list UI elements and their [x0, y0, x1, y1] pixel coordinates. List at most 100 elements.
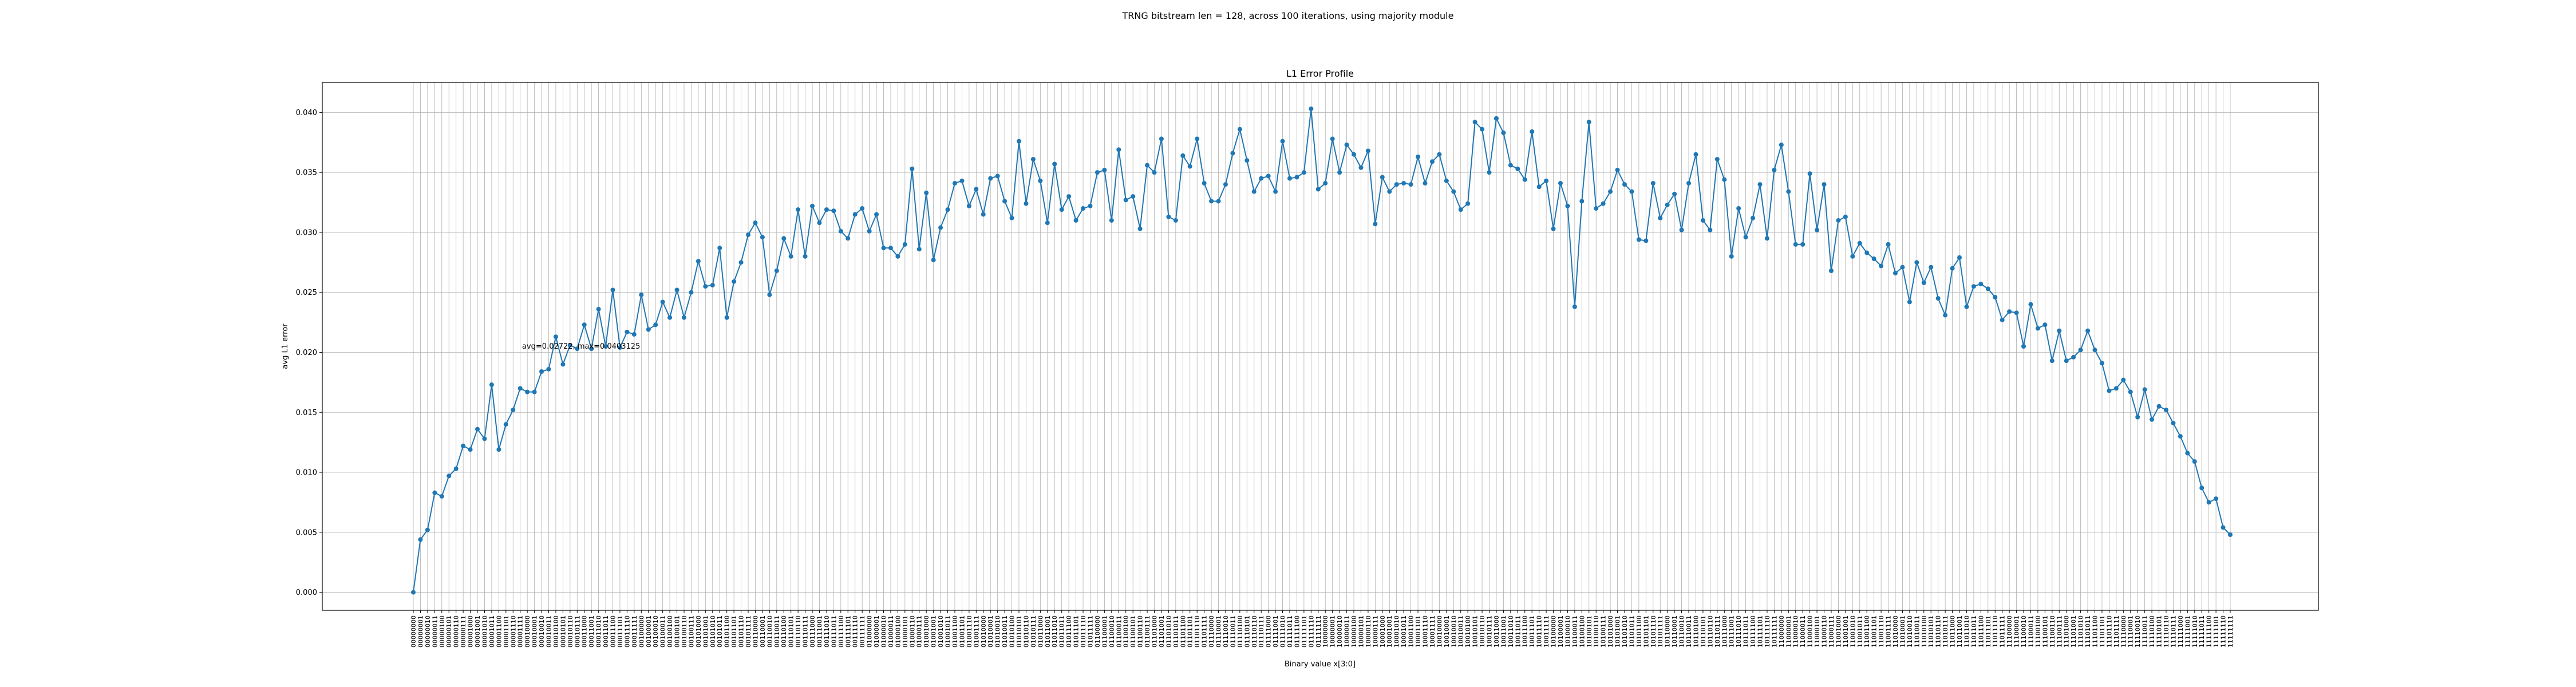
data-point: [1579, 199, 1585, 204]
data-point: [2178, 434, 2183, 439]
stats-annotation: avg=0.02722, max=0.0403125: [522, 342, 640, 351]
data-point: [710, 283, 715, 288]
data-point: [2028, 302, 2033, 307]
data-point: [411, 590, 416, 595]
data-point: [2135, 414, 2140, 420]
x-tick-label: 11110110: [2163, 615, 2170, 647]
data-point: [1152, 170, 1157, 175]
x-tick-label: 11010010: [1906, 615, 1914, 647]
data-point: [1102, 167, 1107, 172]
x-tick-label: 10101101: [1642, 615, 1650, 647]
x-tick-label: 11000000: [1778, 615, 1785, 647]
x-tick-label: 11011101: [1985, 615, 1992, 647]
data-point: [781, 236, 787, 241]
x-tick-label: 01110110: [1251, 615, 1258, 647]
data-point: [1622, 182, 1627, 187]
x-tick-label: 00100001: [645, 615, 653, 647]
series-l1-error: [411, 106, 2233, 595]
data-point: [2078, 348, 2083, 353]
x-tick-label: 00111101: [844, 615, 852, 647]
data-point: [2042, 322, 2048, 327]
data-point: [432, 490, 437, 495]
data-point: [1629, 189, 1634, 194]
data-point: [1828, 268, 1834, 273]
x-tick-label: 11010111: [1942, 615, 1949, 647]
data-point: [1650, 181, 1656, 186]
data-point: [1950, 266, 1955, 271]
data-point: [1615, 167, 1620, 172]
x-tick-label: 00010011: [545, 615, 552, 647]
series-line: [413, 108, 2231, 593]
x-tick-label: 01110000: [1208, 615, 1215, 647]
data-point: [1187, 164, 1192, 169]
data-point: [553, 334, 558, 339]
data-point: [1836, 218, 1841, 223]
x-tick-label: 10010111: [1486, 615, 1494, 647]
x-tick-label: 10111111: [1771, 615, 1778, 647]
x-tick-label: 00010110: [567, 615, 574, 647]
data-point: [1451, 189, 1456, 194]
data-point: [1779, 142, 1784, 147]
data-point: [689, 290, 694, 295]
data-point: [924, 190, 929, 195]
data-point: [1444, 178, 1449, 183]
data-point: [2021, 344, 2026, 349]
data-point: [589, 346, 594, 352]
data-point: [1081, 206, 1086, 211]
x-tick-label: 01001000: [923, 615, 930, 647]
data-point: [1373, 222, 1378, 227]
x-tick-label: 01101111: [1201, 615, 1208, 647]
x-tick-label: 01111011: [1286, 615, 1294, 647]
x-tick-label: 00101001: [702, 615, 709, 647]
x-tick-label: 00110011: [773, 615, 781, 647]
x-tick-label: 11001010: [1849, 615, 1856, 647]
data-point: [1530, 129, 1535, 134]
x-tick-label: 10101000: [1607, 615, 1614, 647]
x-tick-label: 10010010: [1450, 615, 1457, 647]
x-tick-label: 01010001: [987, 615, 994, 647]
data-point: [2214, 496, 2219, 502]
data-point: [1266, 173, 1271, 179]
x-tick-label: 11010110: [1935, 615, 1942, 647]
x-tick-label: 01010101: [1016, 615, 1023, 647]
x-tick-label: 00100010: [652, 615, 659, 647]
x-tick-label: 01110100: [1236, 615, 1244, 647]
data-point: [1943, 313, 1948, 318]
data-point: [1608, 189, 1613, 194]
data-point: [1437, 152, 1442, 157]
data-point: [1971, 284, 1976, 289]
x-tick-label: 10000000: [1322, 615, 1329, 647]
data-point: [1487, 170, 1492, 175]
x-tick-label: 01011010: [1051, 615, 1058, 647]
x-tick-label: 10000001: [1329, 615, 1337, 647]
x-tick-label: 10101010: [1621, 615, 1629, 647]
x-tick-label: 11101001: [2070, 615, 2077, 647]
data-point: [966, 203, 971, 208]
x-tick-label: 11000111: [1828, 615, 1835, 647]
data-point: [2014, 310, 2019, 315]
x-tick-label: 11000011: [1799, 615, 1807, 647]
data-point: [617, 345, 622, 350]
data-point: [1700, 218, 1705, 223]
data-point: [1309, 106, 1314, 112]
x-tick-label: 01000011: [887, 615, 895, 647]
x-tick-label: 00101101: [730, 615, 738, 647]
x-tick-label: 00111100: [837, 615, 845, 647]
data-point: [1365, 148, 1370, 153]
data-point: [1337, 170, 1342, 175]
x-tick-label: 10111001: [1728, 615, 1736, 647]
data-point: [418, 537, 423, 542]
x-tick-label: 00101111: [745, 615, 752, 647]
data-point: [1800, 242, 1805, 247]
data-point: [931, 258, 936, 263]
x-tick-label: 01111100: [1293, 615, 1301, 647]
x-tick-label: 10111101: [1756, 615, 1764, 647]
data-point: [1807, 171, 1812, 176]
x-tick-label: 11111111: [2227, 615, 2234, 647]
data-point: [2142, 387, 2147, 392]
x-tick-label: 10100110: [1593, 615, 1600, 647]
x-tick-label: 01101000: [1151, 615, 1158, 647]
x-tick-label: 11110001: [2127, 615, 2135, 647]
x-tick-label: 10000010: [1336, 615, 1344, 647]
